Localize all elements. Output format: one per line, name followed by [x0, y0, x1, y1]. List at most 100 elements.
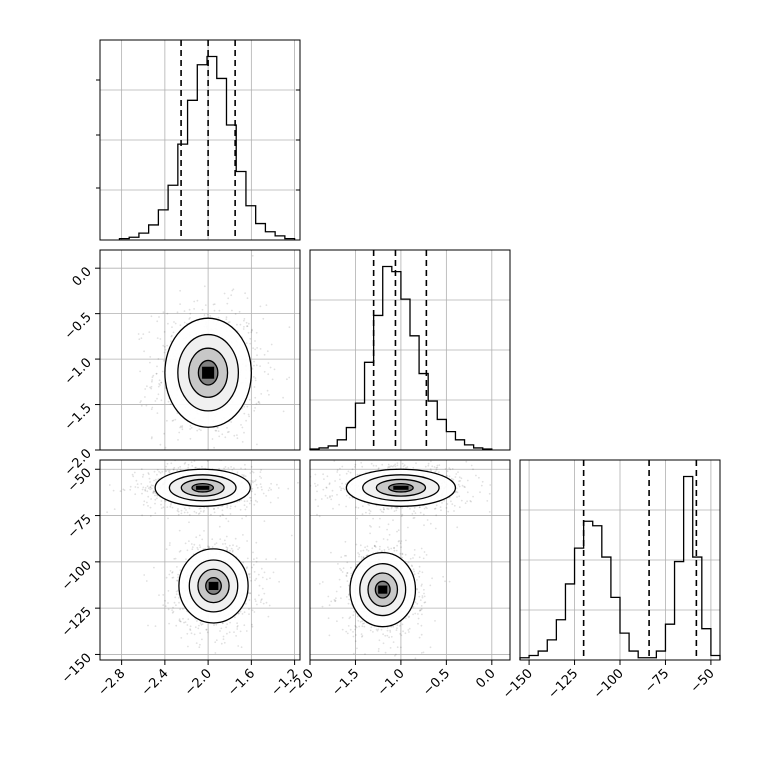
- sample-point: [252, 551, 254, 554]
- sample-point: [205, 628, 208, 631]
- sample-point: [354, 463, 357, 466]
- sample-point: [418, 591, 420, 594]
- sample-point: [362, 549, 365, 552]
- sample-point: [172, 468, 175, 470]
- sample-point: [168, 573, 171, 576]
- sample-point: [362, 622, 364, 625]
- sample-point: [463, 485, 466, 488]
- sample-point: [248, 398, 251, 401]
- sample-point: [183, 507, 186, 510]
- sample-point: [201, 308, 204, 311]
- sample-point: [341, 616, 344, 619]
- sample-point: [423, 595, 426, 598]
- sample-point: [261, 488, 263, 491]
- sample-point: [390, 465, 393, 468]
- sample-point: [401, 553, 404, 556]
- sample-point: [225, 316, 228, 319]
- sample-point: [328, 482, 331, 485]
- sample-point: [154, 512, 157, 515]
- sample-point: [418, 506, 421, 508]
- sample-point: [180, 512, 183, 515]
- sample-point: [254, 493, 256, 496]
- sample-point: [179, 426, 182, 429]
- sample-point: [379, 545, 381, 548]
- sample-point: [223, 467, 226, 470]
- sample-point: [377, 468, 380, 471]
- sample-point: [143, 500, 146, 503]
- sample-point: [164, 470, 167, 473]
- sample-point: [150, 385, 153, 388]
- sample-point: [179, 324, 182, 327]
- sample-point: [176, 311, 179, 314]
- sample-point: [453, 510, 455, 512]
- sample-point: [183, 310, 186, 312]
- sample-point: [434, 527, 437, 530]
- sample-point: [314, 482, 316, 485]
- sample-point: [200, 429, 202, 432]
- sample-point: [225, 517, 228, 520]
- sample-point: [396, 544, 398, 547]
- sample-point: [462, 454, 464, 456]
- sample-point: [386, 528, 388, 531]
- x-tick-label: −1.6: [225, 666, 258, 699]
- sample-point: [265, 304, 268, 306]
- sample-point: [390, 547, 393, 550]
- sample-point: [377, 467, 380, 469]
- sample-point: [263, 592, 266, 595]
- sample-point: [152, 484, 154, 487]
- sample-point: [246, 405, 249, 408]
- sample-point: [149, 488, 152, 491]
- sample-point: [203, 506, 206, 509]
- sample-point: [170, 502, 173, 504]
- sample-point: [243, 326, 245, 328]
- sample-point: [360, 556, 363, 558]
- sample-point: [211, 438, 214, 440]
- sample-point: [339, 586, 342, 588]
- sample-point: [330, 551, 332, 554]
- sample-point: [360, 461, 363, 464]
- sample-point: [249, 472, 252, 474]
- sample-point: [418, 636, 421, 639]
- sample-point: [347, 584, 350, 587]
- sample-point: [213, 303, 216, 305]
- sample-point: [171, 571, 174, 573]
- sample-point: [168, 470, 170, 473]
- sample-point: [190, 461, 193, 464]
- sample-point: [164, 446, 167, 449]
- sample-point: [140, 400, 142, 402]
- sample-point: [278, 580, 280, 583]
- sample-point: [207, 545, 209, 548]
- sample-point: [346, 561, 349, 564]
- sample-point: [173, 321, 175, 323]
- sample-point: [167, 517, 169, 520]
- sample-point: [270, 482, 272, 485]
- sample-point: [179, 549, 182, 552]
- sample-point: [175, 593, 178, 596]
- y-tick-label: −0.5: [62, 310, 95, 343]
- sample-point: [168, 469, 171, 472]
- sample-point: [435, 514, 438, 517]
- sample-point: [253, 364, 255, 367]
- sample-point: [246, 325, 249, 328]
- sample-point: [328, 634, 331, 637]
- sample-point: [184, 461, 187, 464]
- sample-point: [435, 466, 438, 469]
- sample-point: [366, 554, 369, 557]
- sample-point: [194, 626, 197, 629]
- sample-point: [361, 635, 363, 638]
- sample-point: [244, 508, 247, 511]
- sample-point: [150, 484, 153, 487]
- sample-point: [260, 393, 263, 395]
- sample-point: [165, 470, 168, 472]
- sample-point: [176, 412, 179, 415]
- sample-point: [391, 506, 393, 509]
- sample-point: [160, 381, 163, 384]
- sample-point: [405, 617, 407, 620]
- sample-point: [215, 639, 218, 642]
- sample-point: [250, 497, 252, 499]
- sample-point: [165, 465, 167, 468]
- sample-point: [252, 563, 255, 566]
- sample-point: [347, 602, 350, 605]
- sample-point: [416, 588, 419, 591]
- sample-point: [239, 508, 242, 511]
